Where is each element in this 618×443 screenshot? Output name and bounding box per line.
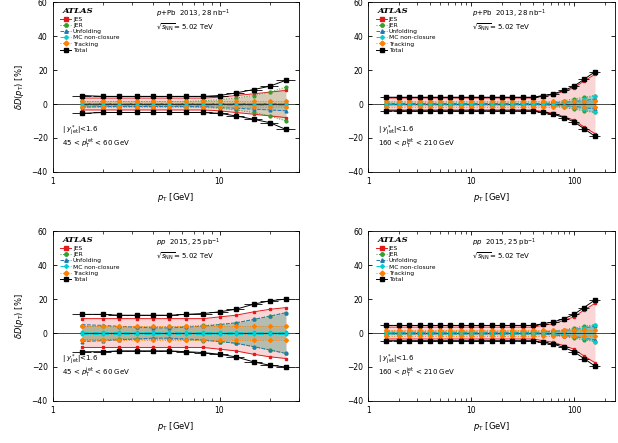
- X-axis label: $p_{\mathrm{T}}$ [GeV]: $p_{\mathrm{T}}$ [GeV]: [473, 420, 510, 433]
- Text: ATLAS: ATLAS: [378, 237, 408, 245]
- Text: $\sqrt{s_{\mathrm{NN}}}$= 5.02 TeV: $\sqrt{s_{\mathrm{NN}}}$= 5.02 TeV: [472, 21, 530, 33]
- Text: | $y_{\mathrm{jet}}^{*}$|<1.6: | $y_{\mathrm{jet}}^{*}$|<1.6: [378, 123, 414, 138]
- X-axis label: $p_{\mathrm{T}}$ [GeV]: $p_{\mathrm{T}}$ [GeV]: [158, 191, 195, 204]
- X-axis label: $p_{\mathrm{T}}$ [GeV]: $p_{\mathrm{T}}$ [GeV]: [158, 420, 195, 433]
- Legend: JES, JER, Unfolding, MC non-closure, Tracking, Total: JES, JER, Unfolding, MC non-closure, Tra…: [376, 246, 435, 282]
- Text: $\sqrt{s_{\mathrm{NN}}}$= 5.02 TeV: $\sqrt{s_{\mathrm{NN}}}$= 5.02 TeV: [156, 21, 214, 33]
- Text: $p$+Pb  2013, 28 nb$^{-1}$: $p$+Pb 2013, 28 nb$^{-1}$: [472, 7, 546, 19]
- Legend: JES, JER, Unfolding, MC non-closure, Tracking, Total: JES, JER, Unfolding, MC non-closure, Tra…: [376, 17, 435, 53]
- Text: 45 < $p_{\mathrm{T}}^{\mathrm{jet}}$ < 60 GeV: 45 < $p_{\mathrm{T}}^{\mathrm{jet}}$ < 6…: [62, 136, 131, 150]
- Text: 45 < $p_{\mathrm{T}}^{\mathrm{jet}}$ < 60 GeV: 45 < $p_{\mathrm{T}}^{\mathrm{jet}}$ < 6…: [62, 365, 131, 379]
- Text: 160 < $p_{\mathrm{T}}^{\mathrm{jet}}$ < 210 GeV: 160 < $p_{\mathrm{T}}^{\mathrm{jet}}$ < …: [378, 136, 455, 150]
- Text: 160 < $p_{\mathrm{T}}^{\mathrm{jet}}$ < 210 GeV: 160 < $p_{\mathrm{T}}^{\mathrm{jet}}$ < …: [378, 365, 455, 379]
- Legend: JES, JER, Unfolding, MC non-closure, Tracking, Total: JES, JER, Unfolding, MC non-closure, Tra…: [61, 246, 119, 282]
- Text: $pp$  2015, 25 pb$^{-1}$: $pp$ 2015, 25 pb$^{-1}$: [156, 237, 221, 249]
- Text: ATLAS: ATLAS: [378, 7, 408, 16]
- Text: ATLAS: ATLAS: [62, 7, 93, 16]
- Text: $\sqrt{s_{\mathrm{NN}}}$= 5.02 TeV: $\sqrt{s_{\mathrm{NN}}}$= 5.02 TeV: [472, 250, 530, 262]
- Text: | $y_{\mathrm{jet}}^{*}$|<1.6: | $y_{\mathrm{jet}}^{*}$|<1.6: [378, 352, 414, 367]
- Y-axis label: $\delta D(p_{\mathrm{T}})$ [%]: $\delta D(p_{\mathrm{T}})$ [%]: [13, 293, 26, 339]
- Text: ATLAS: ATLAS: [62, 237, 93, 245]
- Text: $p$+Pb  2013, 28 nb$^{-1}$: $p$+Pb 2013, 28 nb$^{-1}$: [156, 7, 231, 19]
- Text: $pp$  2015, 25 pb$^{-1}$: $pp$ 2015, 25 pb$^{-1}$: [472, 237, 536, 249]
- X-axis label: $p_{\mathrm{T}}$ [GeV]: $p_{\mathrm{T}}$ [GeV]: [473, 191, 510, 204]
- Text: | $y_{\mathrm{jet}}^{*}$|<1.6: | $y_{\mathrm{jet}}^{*}$|<1.6: [62, 352, 98, 367]
- Text: $\sqrt{s_{\mathrm{NN}}}$= 5.02 TeV: $\sqrt{s_{\mathrm{NN}}}$= 5.02 TeV: [156, 250, 214, 262]
- Legend: JES, JER, Unfolding, MC non-closure, Tracking, Total: JES, JER, Unfolding, MC non-closure, Tra…: [61, 17, 119, 53]
- Text: | $y_{\mathrm{jet}}^{*}$|<1.6: | $y_{\mathrm{jet}}^{*}$|<1.6: [62, 123, 98, 138]
- Y-axis label: $\delta D(p_{\mathrm{T}})$ [%]: $\delta D(p_{\mathrm{T}})$ [%]: [13, 64, 26, 110]
